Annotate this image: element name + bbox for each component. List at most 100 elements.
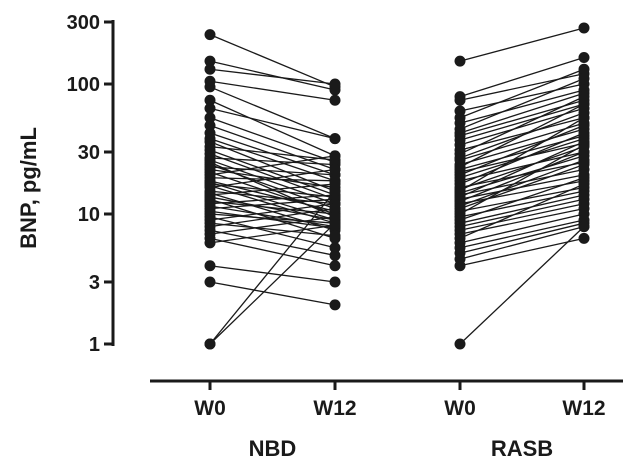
data-point <box>329 203 341 215</box>
pair-line <box>209 216 336 235</box>
pair-line <box>459 56 585 98</box>
pair-line <box>459 219 585 249</box>
pair-line <box>459 132 585 185</box>
y-tick-label: 30 <box>78 142 100 164</box>
pair-line <box>209 181 336 221</box>
pair-line <box>209 229 336 257</box>
data-point <box>204 102 216 114</box>
pair-line <box>209 210 336 229</box>
data-point <box>454 55 466 67</box>
pair-line <box>209 86 336 140</box>
pair-line <box>209 237 336 267</box>
pair-line <box>459 128 585 166</box>
data-point <box>329 260 341 272</box>
data-point <box>329 94 341 106</box>
group-label-nbd: NBD <box>249 436 297 461</box>
pair-line <box>459 237 585 267</box>
y-axis-label: BNP, pg/mL <box>16 127 41 249</box>
pair-line <box>209 224 336 244</box>
pair-line <box>209 198 336 210</box>
pair-line <box>209 183 336 198</box>
pair-line <box>459 68 585 119</box>
pair-line <box>459 163 585 210</box>
pair-line <box>209 166 336 176</box>
data-point <box>454 338 466 350</box>
data-point <box>578 73 590 85</box>
pair-line <box>459 168 585 196</box>
pair-line <box>209 149 336 196</box>
pair-line <box>209 60 336 91</box>
pair-line <box>459 155 585 194</box>
data-point <box>578 91 590 103</box>
data-point <box>329 249 341 261</box>
data-point <box>578 159 590 171</box>
pair-line <box>209 157 336 166</box>
pair-line <box>209 265 336 283</box>
data-point <box>578 221 590 233</box>
data-point <box>204 338 216 350</box>
pair-line <box>209 205 336 228</box>
data-point <box>329 185 341 197</box>
pair-line <box>209 117 336 163</box>
pair-line <box>459 27 585 62</box>
data-point <box>578 112 590 124</box>
data-point <box>329 78 341 90</box>
pair-line <box>459 213 585 244</box>
pair-line <box>459 78 585 130</box>
pair-line <box>459 141 585 198</box>
data-point <box>578 98 590 110</box>
group-label-rasb: RASB <box>491 436 553 461</box>
pair-line <box>459 117 585 192</box>
pair-line <box>459 151 585 203</box>
pair-line <box>459 226 585 345</box>
y-tick-label: 10 <box>78 204 100 226</box>
data-point <box>204 63 216 75</box>
pair-line <box>209 153 336 200</box>
pair-line <box>209 141 336 192</box>
pair-line <box>209 203 336 221</box>
data-points <box>204 22 590 350</box>
data-point <box>578 178 590 190</box>
pair-line <box>209 177 336 182</box>
data-point <box>578 63 590 75</box>
pair-line <box>459 159 585 207</box>
pair-line <box>459 203 585 231</box>
pair-line <box>459 194 585 224</box>
pair-line <box>209 68 336 85</box>
y-tick-label: 3 <box>89 272 100 294</box>
pair-line <box>459 103 585 168</box>
pair-line <box>209 99 336 157</box>
pair-line <box>209 213 336 224</box>
pair-line <box>459 96 585 155</box>
data-point <box>204 29 216 41</box>
pair-line <box>459 145 585 190</box>
pair-line <box>209 281 336 306</box>
data-point <box>454 94 466 106</box>
data-point <box>204 55 216 67</box>
data-point <box>329 276 341 288</box>
pair-line <box>459 83 585 112</box>
pair-line <box>209 183 336 196</box>
data-point <box>204 276 216 288</box>
pair-line <box>459 103 585 141</box>
data-point <box>454 260 466 272</box>
pair-line <box>209 33 336 88</box>
data-point <box>329 217 341 229</box>
pair-line <box>459 225 585 260</box>
pair-line <box>209 190 336 345</box>
data-point <box>578 51 590 63</box>
y-tick-label: 300 <box>67 12 100 34</box>
pair-line <box>459 144 585 215</box>
data-point <box>329 150 341 162</box>
pair-line <box>459 222 585 254</box>
data-point <box>329 133 341 145</box>
data-point <box>204 94 216 106</box>
pair-lines <box>209 27 585 345</box>
pair-line <box>209 222 336 237</box>
pair-line <box>459 183 585 239</box>
data-point <box>204 81 216 93</box>
pair-line <box>459 92 585 134</box>
pair-line <box>459 73 585 101</box>
